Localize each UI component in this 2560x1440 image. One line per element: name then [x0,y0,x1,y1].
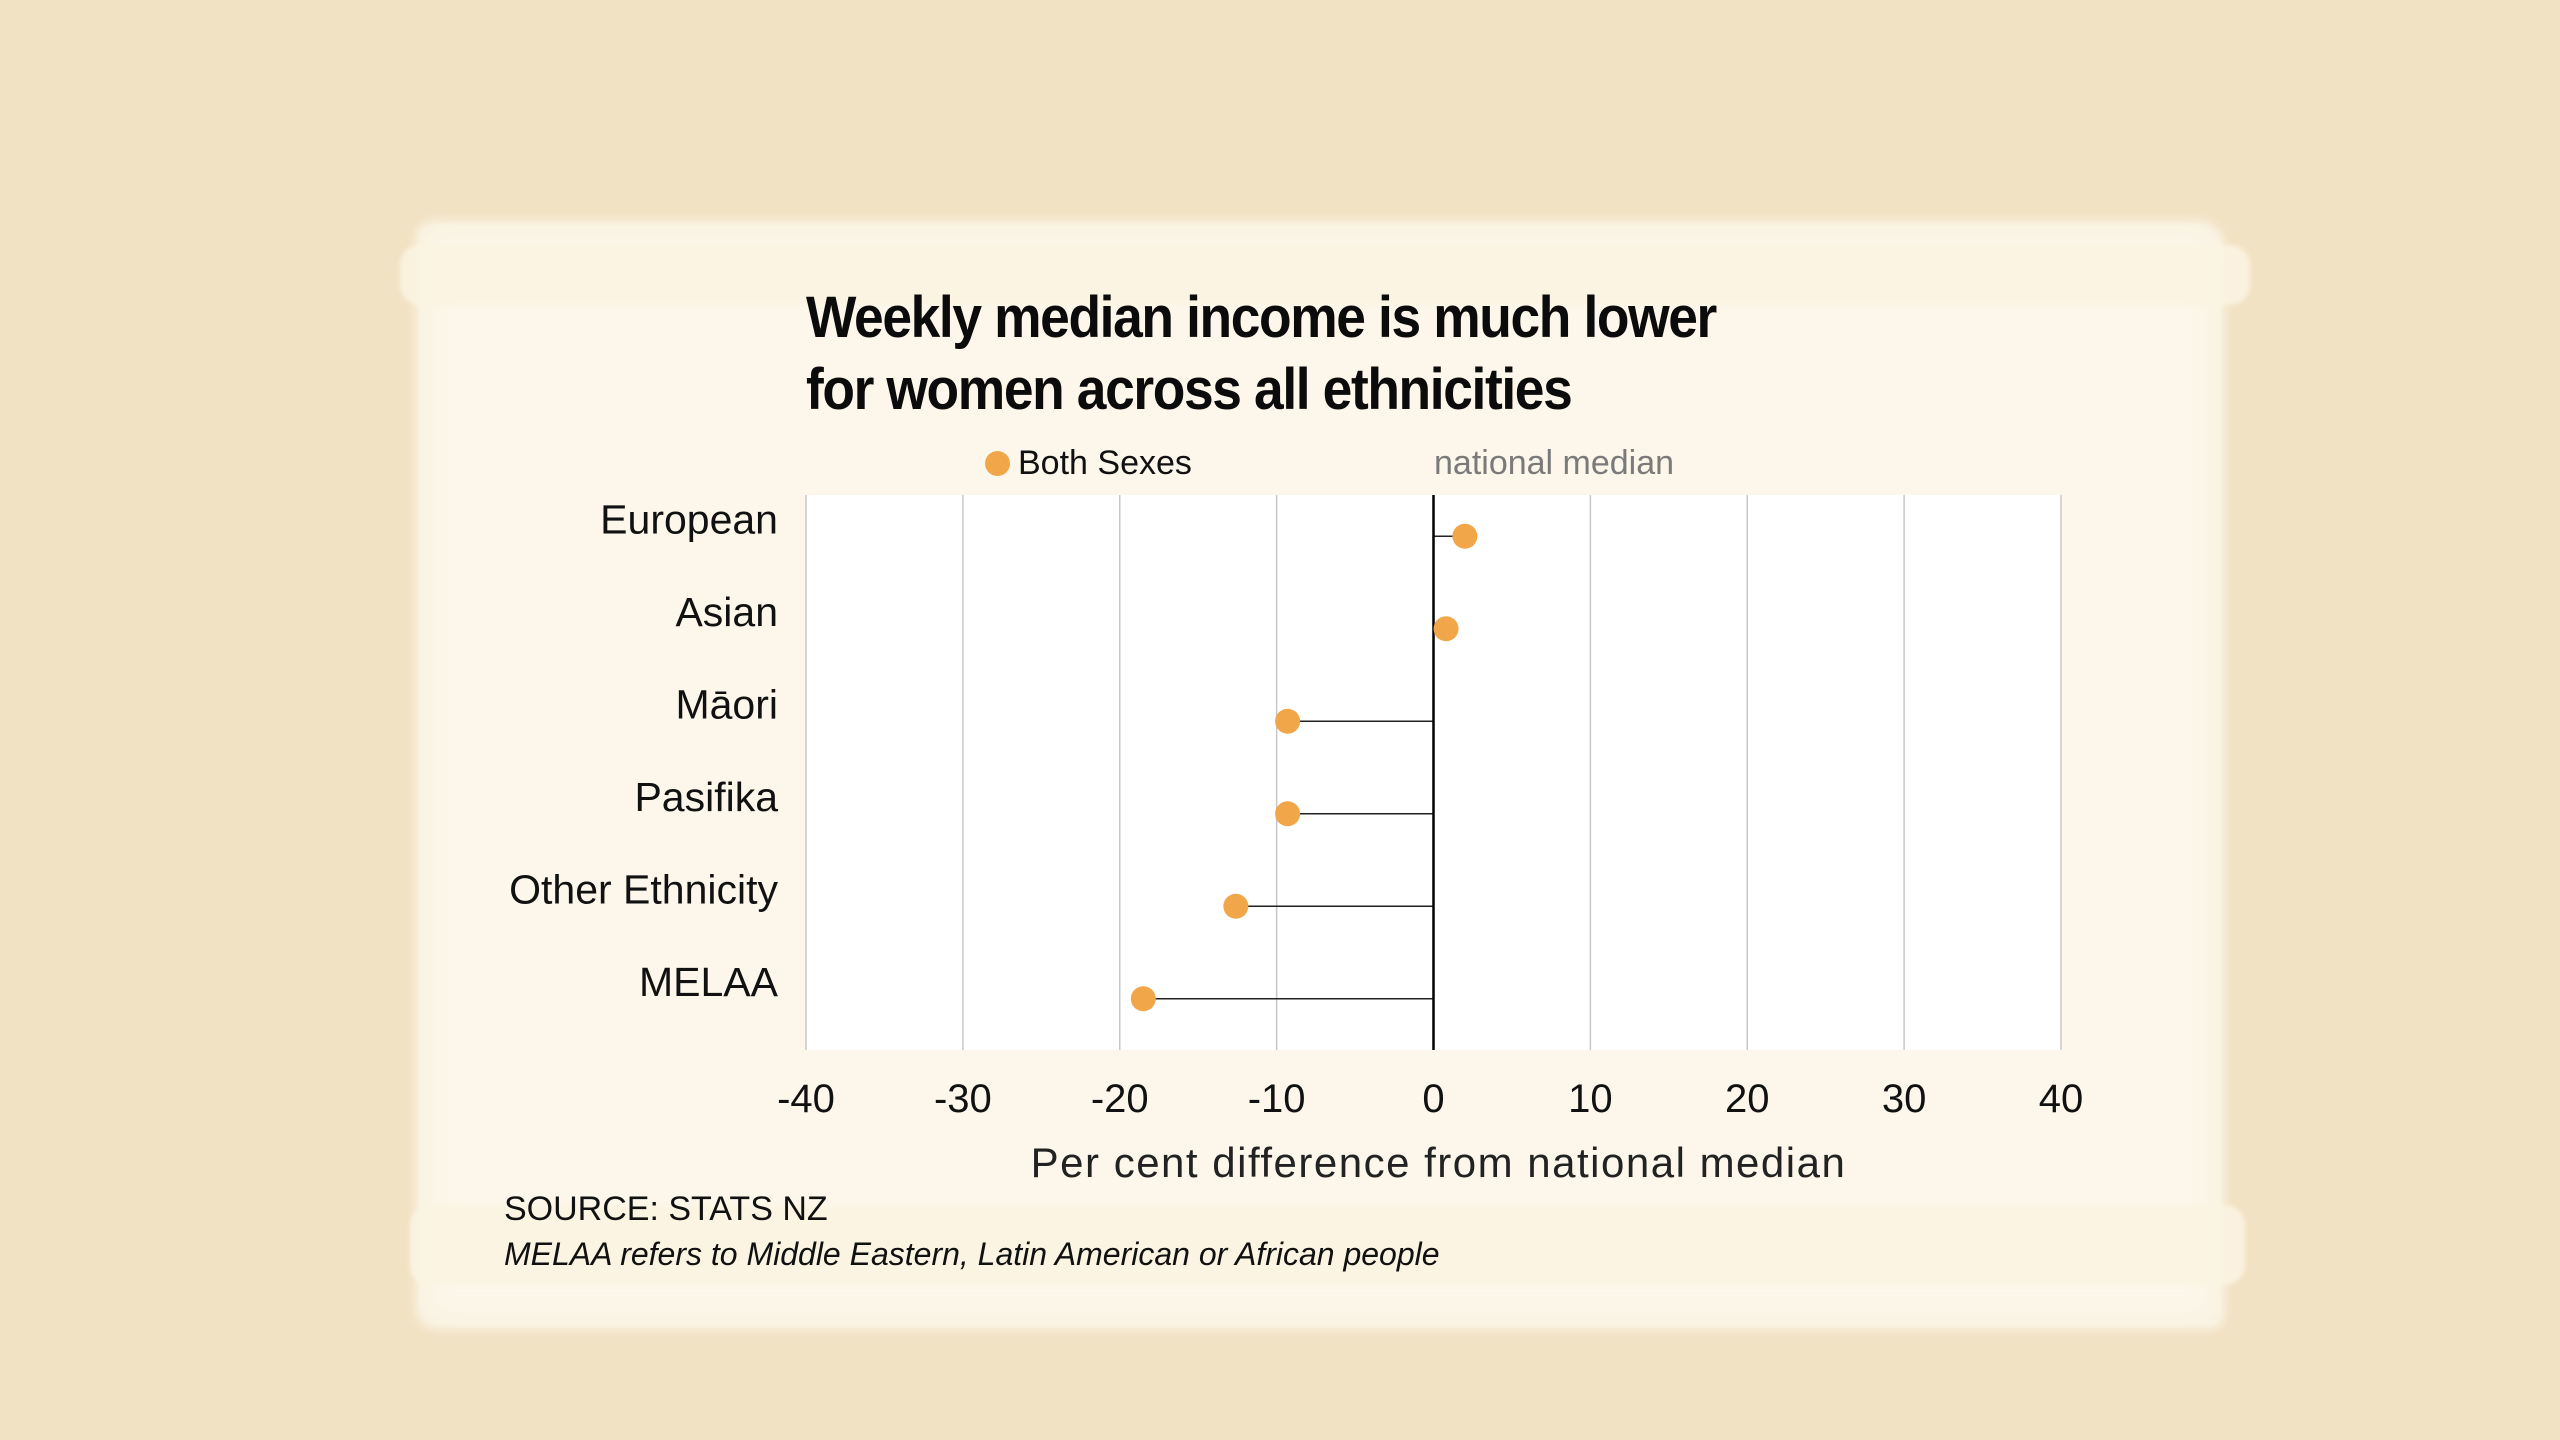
data-points [1130,523,1478,1012]
legend-item-national-median: national median [1434,444,1674,483]
data-point [1275,801,1301,827]
footnote-text: MELAA refers to Middle Eastern, Latin Am… [504,1236,1440,1272]
category-label: European [600,496,778,542]
data-point [1275,708,1301,734]
category-label: MELAA [639,959,779,1005]
chart-title-line-1: Weekly median income is much lower [806,285,1717,350]
x-tick-label: -20 [1091,1077,1149,1121]
x-tick-label: 30 [1882,1077,1927,1121]
grid-lines [805,495,2062,1050]
x-tick-label: -10 [1248,1077,1306,1121]
x-tick-label: -30 [934,1077,992,1121]
category-label: Pasifika [634,774,778,820]
legend-dot-icon [985,451,1010,476]
x-tick-label: 40 [2039,1077,2084,1121]
x-tick-label: 0 [1422,1077,1444,1121]
category-label: Other Ethnicity [509,866,778,912]
chart-title-line-2: for women across all ethnicities [806,357,1573,422]
x-axis-label: Per cent difference from national median [1031,1139,1847,1186]
data-point [1452,523,1478,549]
x-tick-label: 20 [1725,1077,1770,1121]
category-label: Asian [675,589,778,635]
source-text: SOURCE: STATS NZ [504,1190,828,1228]
category-label: Māori [675,681,778,727]
category-labels: European Asian Māori Pasifika Other Ethnicit… [509,496,779,1005]
legend-label-both-sexes: Both Sexes [1018,444,1192,482]
x-tick-labels: -40 -30 -20 -10 0 10 20 30 40 [777,1077,2083,1121]
data-point [1223,893,1249,919]
x-tick-label: 10 [1568,1077,1613,1121]
data-point [1130,986,1156,1012]
legend-label-national-median: national median [1434,444,1675,482]
x-tick-label: -40 [777,1077,835,1121]
chart-title: Weekly median income is much lower for w… [806,282,1910,426]
data-point [1433,616,1459,642]
legend-item-both-sexes: Both Sexes [985,444,1192,483]
